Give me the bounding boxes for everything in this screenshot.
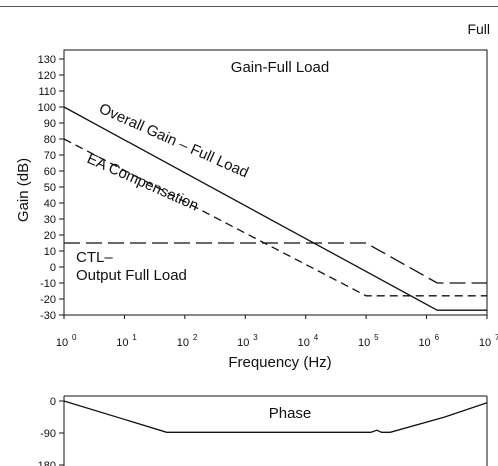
x-tick-exponent: 1 <box>132 333 137 342</box>
x-tick-exponent: 0 <box>72 333 77 342</box>
gain-y-tick-label: 100 <box>38 102 56 114</box>
x-tick-base: 10 <box>418 337 430 349</box>
ctl-annotation-line1: CTL– <box>76 249 113 266</box>
gain-y-tick-label: 130 <box>38 54 56 66</box>
gain-y-tick-label: 60 <box>44 166 56 178</box>
gain-y-tick-label: 50 <box>44 182 56 194</box>
phase-y-tick-label: -90 <box>40 428 56 440</box>
gain-y-tick-label: 110 <box>38 86 56 98</box>
gain-x-tick-label: 10 2 <box>177 333 198 349</box>
gain-y-tick-label: 70 <box>44 150 56 162</box>
gain-y-tick-label: 120 <box>38 70 56 82</box>
gain-y-tick-label: 30 <box>44 214 56 226</box>
gain-x-tick-label: 10 6 <box>418 333 439 349</box>
x-tick-base: 10 <box>116 337 128 349</box>
gain-x-tick-label: 10 3 <box>237 333 258 349</box>
x-tick-base: 10 <box>237 337 249 349</box>
gain-y-tick-label: 20 <box>44 230 56 242</box>
phase-chart-title: Phase <box>269 405 312 422</box>
gain-y-axis-label: Gain (dB) <box>15 158 32 222</box>
x-tick-base: 10 <box>298 337 310 349</box>
gain-chart-title: Gain-Full Load <box>231 59 329 76</box>
x-tick-exponent: 4 <box>314 333 319 342</box>
gain-y-tick-label: 80 <box>44 134 56 146</box>
x-tick-exponent: 5 <box>374 333 379 342</box>
phase-y-tick-label: 0 <box>50 396 56 408</box>
gain-x-tick-label: 10 1 <box>116 333 137 349</box>
x-tick-exponent: 6 <box>435 333 440 342</box>
gain-y-tick-label: -30 <box>40 310 56 322</box>
gain-y-tick-label: 0 <box>50 262 56 274</box>
gain-x-tick-label: 10 7 <box>479 333 498 349</box>
gain-y-tick-label: 10 <box>44 246 56 258</box>
phase-y-tick-label: 180 <box>38 460 56 466</box>
gain-x-ticks: 10 0 10 1 10 2 10 3 10 4 10 5 10 6 10 7 <box>56 315 498 349</box>
gain-x-tick-label: 10 0 <box>56 333 77 349</box>
gain-y-tick-label: -20 <box>40 294 56 306</box>
x-tick-base: 10 <box>479 337 491 349</box>
gain-x-tick-label: 10 5 <box>358 333 379 349</box>
gain-x-axis-label: Frequency (Hz) <box>228 354 331 371</box>
gain-x-tick-label: 10 4 <box>298 333 319 349</box>
phase-y-ticks: 0 -90 180 <box>38 396 64 466</box>
gain-y-tick-label: -10 <box>40 278 56 290</box>
x-tick-exponent: 2 <box>193 333 198 342</box>
header-tag: Full <box>467 21 490 37</box>
ea-compensation-annotation: EA Compensation <box>84 150 201 214</box>
ctl-annotation-line2: Output Full Load <box>76 267 187 284</box>
x-tick-base: 10 <box>56 337 68 349</box>
gain-y-tick-label: 90 <box>44 118 56 130</box>
x-tick-base: 10 <box>177 337 189 349</box>
gain-y-tick-label: 40 <box>44 198 56 210</box>
x-tick-base: 10 <box>358 337 370 349</box>
x-tick-exponent: 3 <box>253 333 258 342</box>
